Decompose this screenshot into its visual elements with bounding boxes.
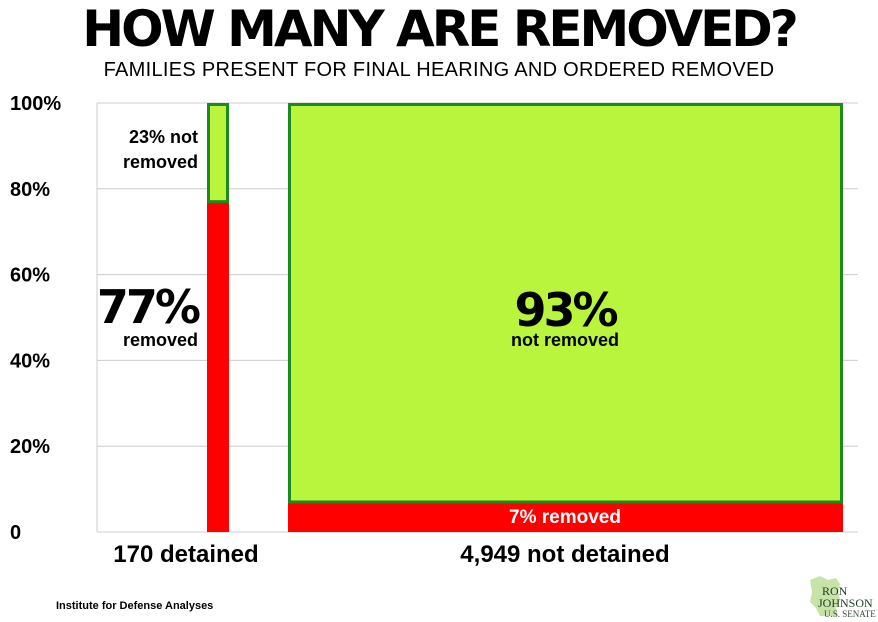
chart-title: HOW MANY ARE REMOVED? (82, 0, 799, 58)
y-tick-label: 80% (10, 179, 50, 201)
wisconsin-map-icon (810, 576, 840, 616)
y-tick-label: 100% (10, 93, 61, 115)
bar-detained-outline (207, 103, 229, 204)
data-label-detained-removed-pct: 77% (97, 280, 200, 334)
source-note: Institute for Defense Analyses (56, 600, 214, 612)
data-label-not-detained-removed: 7% removed (509, 507, 621, 528)
data-label-detained-removed-text: removed (123, 330, 198, 350)
x-category-label: 4,949 not detained (460, 541, 669, 568)
y-tick-label: 0 (10, 522, 21, 544)
bar-not-detained-outline (288, 103, 843, 504)
logo-line-1: RON (822, 584, 848, 598)
data-label-not-detained-not-removed-text: not removed (511, 330, 619, 350)
bar-detained-removed (207, 201, 229, 533)
bar-detained-not-removed (207, 103, 229, 202)
logo-line-2: JOHNSON (818, 596, 873, 610)
x-category-label: 170 detained (113, 541, 258, 568)
y-tick-label: 40% (10, 350, 50, 372)
data-label-not-detained-not-removed-pct: 93% (514, 283, 617, 337)
data-label-detained-not-removed-text: removed (123, 152, 198, 172)
y-tick-label: 60% (10, 265, 50, 287)
bar-not-detained-not-removed (288, 103, 843, 502)
y-tick-label: 20% (10, 436, 50, 458)
bar-not-detained-removed (288, 501, 843, 532)
senator-logo: RON JOHNSON U.S. SENATE (800, 568, 878, 622)
logo-line-3: U.S. SENATE (824, 609, 876, 619)
chart-subtitle: FAMILIES PRESENT FOR FINAL HEARING AND O… (103, 59, 775, 81)
chart-area: 100% 80% 60% 40% 20% 0 170 detained 4,949 not d… (10, 93, 858, 568)
data-label-detained-not-removed-pct: 23% not (129, 127, 198, 147)
